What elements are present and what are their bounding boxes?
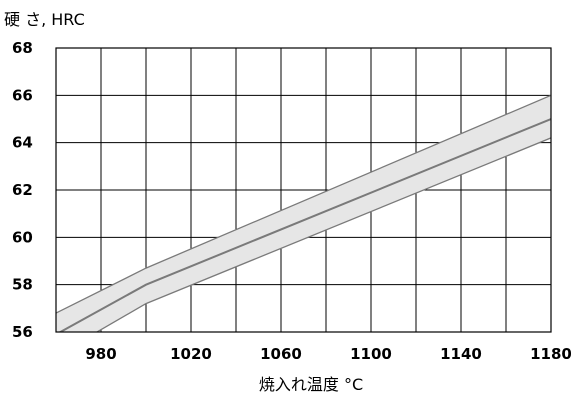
plot-frame	[55, 47, 552, 333]
x-tick-label: 1180	[530, 345, 571, 363]
upper-bound-line	[56, 94, 551, 314]
x-tick-label: 980	[85, 345, 116, 363]
y-tick-label: 62	[12, 181, 33, 199]
y-tick-label: 60	[12, 228, 33, 246]
hardness-band	[56, 95, 551, 332]
x-tick-label: 1140	[440, 345, 482, 363]
y-tick-label: 66	[12, 86, 33, 104]
x-tick-label: 1060	[260, 345, 302, 363]
center-line	[58, 118, 551, 332]
y-axis-title: 硬 さ, HRC	[4, 10, 85, 29]
lower-bound-line	[95, 137, 551, 332]
x-tick-label: 1020	[170, 345, 212, 363]
x-axis-title: 焼入れ温度 °C	[259, 375, 363, 394]
y-tick-label: 56	[12, 323, 33, 341]
plot-area	[55, 47, 552, 333]
x-tick-label: 1100	[350, 345, 392, 363]
y-tick-label: 68	[12, 39, 33, 57]
y-tick-label: 64	[12, 134, 33, 152]
y-tick-label: 58	[12, 276, 33, 294]
